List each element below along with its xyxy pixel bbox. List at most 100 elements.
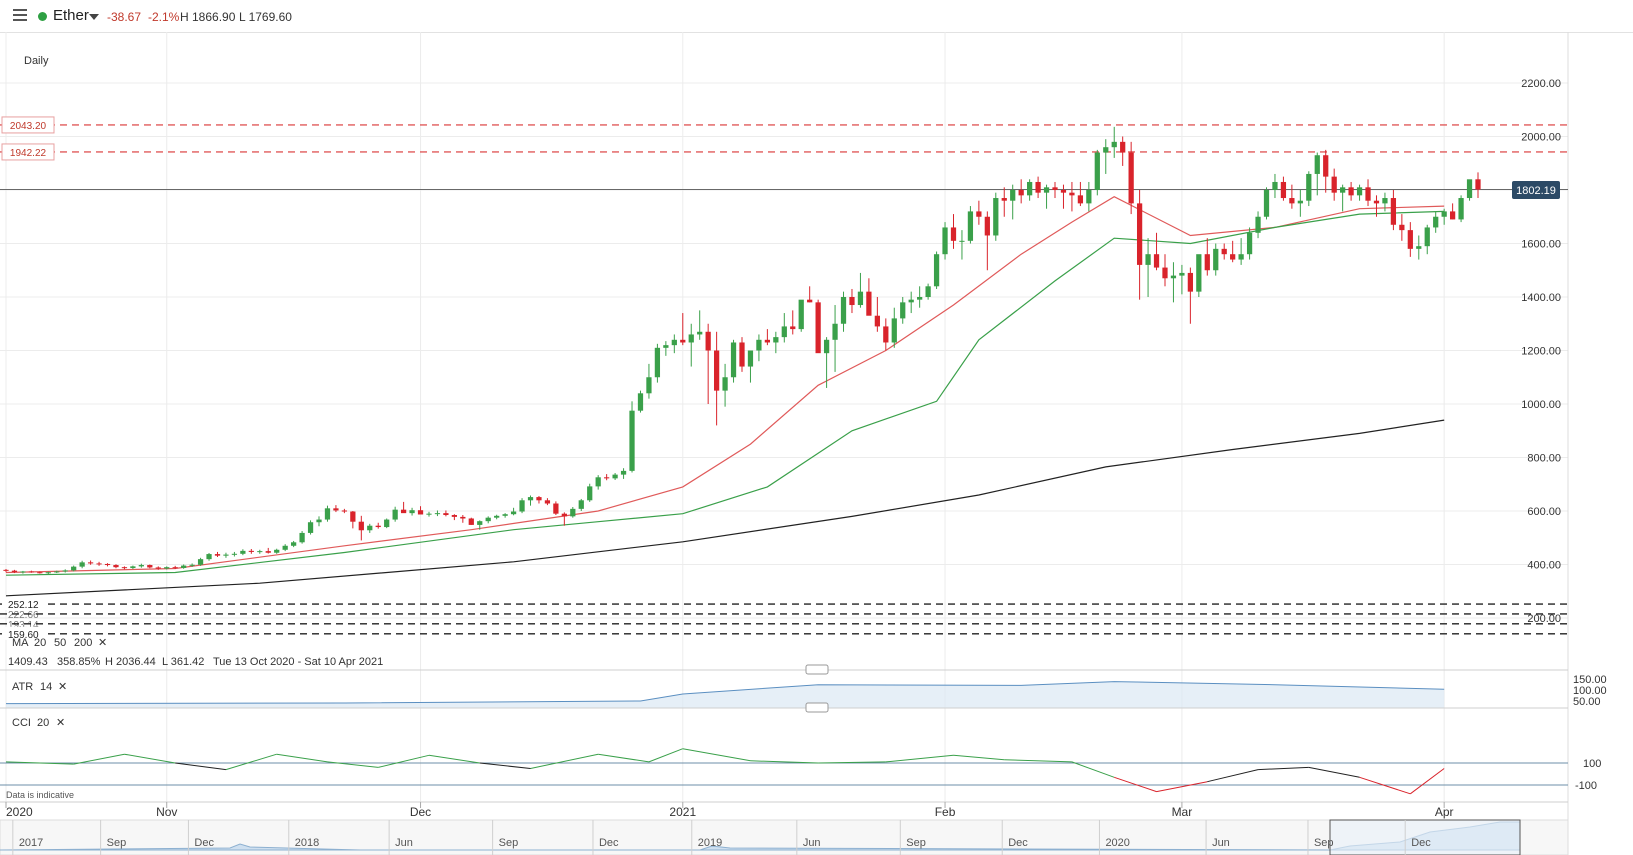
candle-body bbox=[1433, 216, 1439, 228]
candle-body bbox=[265, 551, 271, 553]
candle-body bbox=[705, 331, 711, 351]
candle-body bbox=[231, 553, 238, 555]
candle-body bbox=[646, 377, 652, 394]
candle-body bbox=[553, 503, 559, 514]
menu-icon[interactable] bbox=[13, 9, 27, 21]
cci-segment bbox=[276, 753, 328, 763]
candle-body bbox=[172, 567, 178, 569]
navigator[interactable]: 2017 Sep Dec 2018 Jun Sep Dec 2019 Jun Sep Dec 2020… bbox=[0, 819, 1569, 855]
candle-body bbox=[663, 345, 669, 348]
candlesticks[interactable] bbox=[3, 126, 1481, 575]
candle-body bbox=[1060, 190, 1067, 193]
navigator-label: Jun bbox=[1212, 837, 1230, 849]
candle-body bbox=[130, 566, 136, 568]
atr-fill bbox=[6, 681, 1445, 708]
cci-segment bbox=[1258, 766, 1309, 771]
current-price-tag: 1802.19 bbox=[1512, 181, 1560, 199]
cci-close-icon[interactable]: ✕ bbox=[56, 717, 65, 729]
time-tick-label: 2020 bbox=[6, 805, 33, 819]
candle-body bbox=[976, 211, 982, 217]
candle-body bbox=[155, 567, 161, 569]
time-tick-label: Apr bbox=[1435, 805, 1454, 819]
candle-body bbox=[62, 570, 68, 572]
candle-body bbox=[671, 339, 677, 346]
level-label: 2043.20 bbox=[10, 121, 47, 132]
candle-body bbox=[164, 567, 170, 569]
instrument-name[interactable]: Ether bbox=[53, 7, 89, 24]
ma-legend-close-icon[interactable]: ✕ bbox=[98, 637, 107, 649]
candle-body bbox=[967, 211, 974, 241]
cci-panel[interactable]: CCI 20 ✕ 100 -100 bbox=[0, 702, 1601, 795]
cci-label: CCI bbox=[12, 717, 31, 729]
candle-body bbox=[494, 515, 500, 518]
candle-body bbox=[324, 508, 331, 520]
timeframe-label: Daily bbox=[24, 55, 49, 67]
cci-segment bbox=[1004, 759, 1072, 763]
candle-body bbox=[299, 532, 305, 543]
navigator-label: Jun bbox=[395, 837, 413, 849]
candle-body bbox=[612, 474, 618, 479]
candle-body bbox=[197, 559, 204, 565]
candle-body bbox=[426, 513, 432, 515]
candle-body bbox=[240, 550, 246, 554]
candle-body bbox=[620, 470, 627, 475]
candle-body bbox=[984, 216, 990, 236]
range-stats: 1409.43 358.85% H 2036.44 L 361.42 Tue 1… bbox=[8, 656, 383, 668]
panel-resize-handle[interactable] bbox=[805, 664, 829, 675]
candle-body bbox=[1255, 216, 1261, 233]
candle-body bbox=[189, 564, 195, 566]
cci-segment bbox=[1114, 776, 1157, 793]
price-tick-label: 800.00 bbox=[1527, 453, 1561, 465]
candle-body bbox=[11, 570, 18, 572]
candle-body bbox=[1086, 190, 1092, 204]
candle-body bbox=[756, 339, 762, 351]
candle-body bbox=[959, 240, 965, 242]
candle-body bbox=[147, 565, 153, 568]
chevron-down-icon[interactable] bbox=[89, 14, 99, 20]
price-tick-label: 400.00 bbox=[1527, 560, 1561, 572]
candle-body bbox=[595, 477, 601, 487]
cci-segment bbox=[885, 754, 954, 763]
atr-close-icon[interactable]: ✕ bbox=[58, 681, 67, 693]
candle-body bbox=[637, 393, 644, 411]
time-tick-label: Feb bbox=[935, 805, 956, 819]
cci-segment bbox=[648, 748, 683, 763]
atr-tick-150: 150.00 bbox=[1573, 674, 1607, 686]
candle-body bbox=[536, 497, 542, 501]
candle-body bbox=[713, 350, 720, 391]
candle-body bbox=[333, 508, 339, 511]
candle-body bbox=[807, 299, 813, 303]
cci-segment bbox=[1207, 769, 1259, 783]
candle-body bbox=[849, 297, 855, 306]
cci-segment bbox=[953, 754, 1005, 761]
candle-body bbox=[28, 571, 35, 573]
panel-resize-handle[interactable] bbox=[805, 702, 829, 713]
candle-body bbox=[891, 318, 897, 343]
atr-panel[interactable]: ATR 14 ✕ 150.00 100.00 50.00 bbox=[0, 664, 1607, 708]
candle-body bbox=[291, 542, 297, 546]
candle-body bbox=[1018, 190, 1024, 196]
navigator-labels: 2017 Sep Dec 2018 Jun Sep Dec 2019 Jun Sep Dec 2020… bbox=[12, 820, 1431, 855]
cci-segment bbox=[530, 753, 599, 769]
navigator-selection[interactable] bbox=[1329, 819, 1521, 855]
navigator-label: Dec bbox=[1008, 837, 1028, 849]
price-tick-label: 2200.00 bbox=[1521, 78, 1561, 90]
price-change-percent: -2.1% bbox=[148, 10, 180, 24]
candle-body bbox=[570, 508, 576, 517]
stats-range: Tue 13 Oct 2020 - Sat 10 Apr 2021 bbox=[213, 656, 383, 668]
candle-body bbox=[96, 563, 102, 565]
level-label-box bbox=[1, 116, 55, 134]
candle-body bbox=[1238, 254, 1244, 260]
cci-segment bbox=[479, 762, 531, 769]
candle-body bbox=[477, 521, 483, 525]
price-axis: 2200.00 2000.00 1600.00 1400.00 1200.00 1000.… bbox=[1521, 78, 1561, 625]
candle-body bbox=[468, 518, 474, 525]
candle-body bbox=[1221, 248, 1227, 255]
candle-body bbox=[798, 299, 804, 330]
candle-body bbox=[375, 525, 381, 528]
cci-segment bbox=[124, 753, 176, 764]
candle-body bbox=[1475, 179, 1481, 190]
candle-body bbox=[917, 297, 923, 300]
price-chart[interactable]: Daily 2043.201942.22252.12222.66193.1415… bbox=[0, 32, 1633, 855]
